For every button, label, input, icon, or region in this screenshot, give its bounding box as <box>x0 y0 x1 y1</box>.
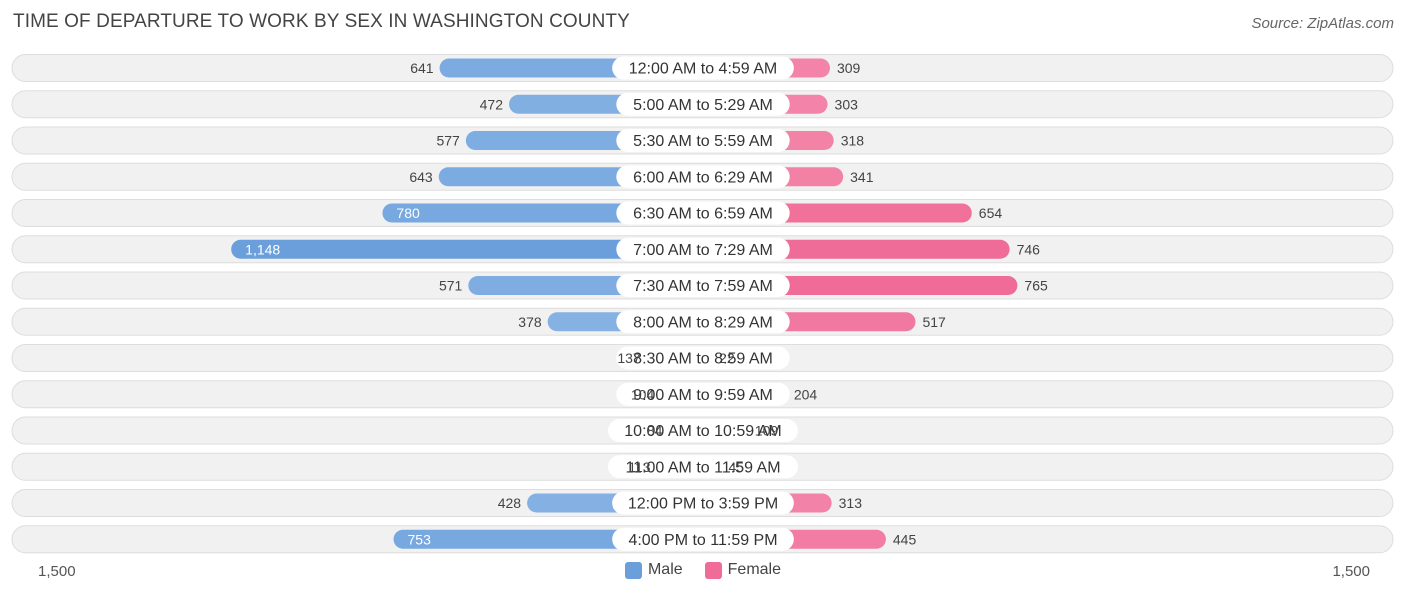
category-label: 6:30 AM to 6:59 AM <box>633 206 773 223</box>
x-axis-right-label: 1,500 <box>1332 563 1370 580</box>
category-label: 11:00 AM to 11:59 AM <box>625 459 780 476</box>
category-pill <box>616 382 790 406</box>
category-pill <box>616 310 790 334</box>
category-label: 7:30 AM to 7:59 AM <box>633 278 773 295</box>
bar-row[interactable]: 12:00 AM to 4:59 AM 641 309 <box>11 54 1394 82</box>
value-label-male: 472 <box>480 96 504 112</box>
category-label: 6:00 AM to 6:29 AM <box>633 169 773 186</box>
x-axis-left-label: 1,500 <box>38 563 76 580</box>
source-label: Source: ZipAtlas.com <box>1251 15 1394 32</box>
value-label-female: 309 <box>837 60 861 76</box>
bar-row[interactable]: 6:00 AM to 6:29 AM 643 341 <box>11 162 1394 191</box>
value-label-female: 517 <box>922 314 946 330</box>
chart-title: TIME OF DEPARTURE TO WORK BY SEX IN WASH… <box>13 11 630 32</box>
value-label-male: 641 <box>410 60 434 76</box>
category-label: 4:00 PM to 11:59 PM <box>628 532 777 549</box>
value-label-female: 746 <box>1017 241 1041 257</box>
category-label: 8:30 AM to 8:59 AM <box>633 351 773 368</box>
category-pill <box>616 165 790 189</box>
category-label: 12:00 PM to 3:59 PM <box>628 496 778 513</box>
value-label-male: 753 <box>408 531 432 547</box>
category-label: 10:00 AM to 10:59 AM <box>624 423 781 440</box>
legend-label-male: Male <box>647 561 683 578</box>
category-label: 5:30 AM to 5:59 AM <box>633 133 773 150</box>
value-label-female: 303 <box>835 96 859 112</box>
value-label-female: 654 <box>979 205 1003 221</box>
value-label-male: 428 <box>498 495 522 511</box>
value-label-male: 643 <box>409 169 433 185</box>
category-pill <box>616 92 790 116</box>
value-label-female: 109 <box>755 423 779 439</box>
bar-row[interactable]: 12:00 PM to 3:59 PM 428 313 <box>11 489 1394 517</box>
category-pill <box>616 201 790 225</box>
value-label-female: 22 <box>719 350 735 366</box>
category-pill <box>616 129 790 152</box>
category-label: 7:00 AM to 7:29 AM <box>633 242 773 259</box>
value-label-female: 445 <box>893 531 917 547</box>
value-label-male: 1,148 <box>245 241 280 257</box>
category-label: 8:00 AM to 8:29 AM <box>633 314 773 331</box>
chart: 12:00 AM to 4:59 AM 641 309 5:00 AM to 5:29… <box>11 54 1394 554</box>
value-label-female: 765 <box>1024 278 1048 294</box>
value-label-male: 84 <box>647 423 663 439</box>
legend-item-female[interactable]: Female <box>704 561 782 579</box>
category-label: 9:00 AM to 9:59 AM <box>633 387 773 404</box>
category-pill <box>616 274 790 297</box>
category-pill <box>612 56 794 80</box>
legend-item-male[interactable]: Male <box>624 561 683 579</box>
category-pill <box>616 237 790 261</box>
value-label-male: 378 <box>518 314 542 330</box>
bar-row[interactable]: 8:00 AM to 8:29 AM 378 517 <box>11 307 1394 336</box>
value-label-female: 313 <box>839 495 863 511</box>
category-label: 12:00 AM to 4:59 AM <box>629 61 778 78</box>
value-label-female: 341 <box>850 169 874 185</box>
legend-label-female: Female <box>727 561 782 578</box>
bar-row[interactable]: 5:30 AM to 5:59 AM 577 318 <box>11 126 1394 155</box>
legend-swatch-female <box>704 561 722 579</box>
bar-row[interactable]: 4:00 PM to 11:59 PM 753 445 <box>11 525 1394 554</box>
value-label-male: 780 <box>396 205 420 221</box>
value-label-female: 318 <box>841 133 865 149</box>
value-label-female: 204 <box>794 386 818 402</box>
bar-row[interactable]: 5:00 AM to 5:29 AM 472 303 <box>11 90 1394 119</box>
category-pill <box>608 419 798 442</box>
category-pill <box>612 491 794 515</box>
bar-row[interactable]: 6:30 AM to 6:59 AM 780 654 <box>11 199 1394 227</box>
category-pill <box>612 527 794 551</box>
value-label-male: 571 <box>439 278 463 294</box>
value-label-male: 113 <box>628 459 651 475</box>
bar-row[interactable]: 7:30 AM to 7:59 AM 571 765 <box>11 271 1394 300</box>
value-label-male: 137 <box>617 350 641 366</box>
category-pill <box>616 346 790 370</box>
legend-swatch-male <box>624 561 642 579</box>
category-label: 5:00 AM to 5:29 AM <box>633 97 773 114</box>
value-label-male: 104 <box>631 386 655 402</box>
legend: Male Female <box>0 561 1406 579</box>
bar-male <box>231 239 703 259</box>
value-label-male: 577 <box>436 133 460 149</box>
bar-row[interactable]: 7:00 AM to 7:29 AM 1,148 746 <box>11 235 1394 264</box>
category-pill <box>608 455 798 479</box>
value-label-female: 45 <box>728 459 744 475</box>
